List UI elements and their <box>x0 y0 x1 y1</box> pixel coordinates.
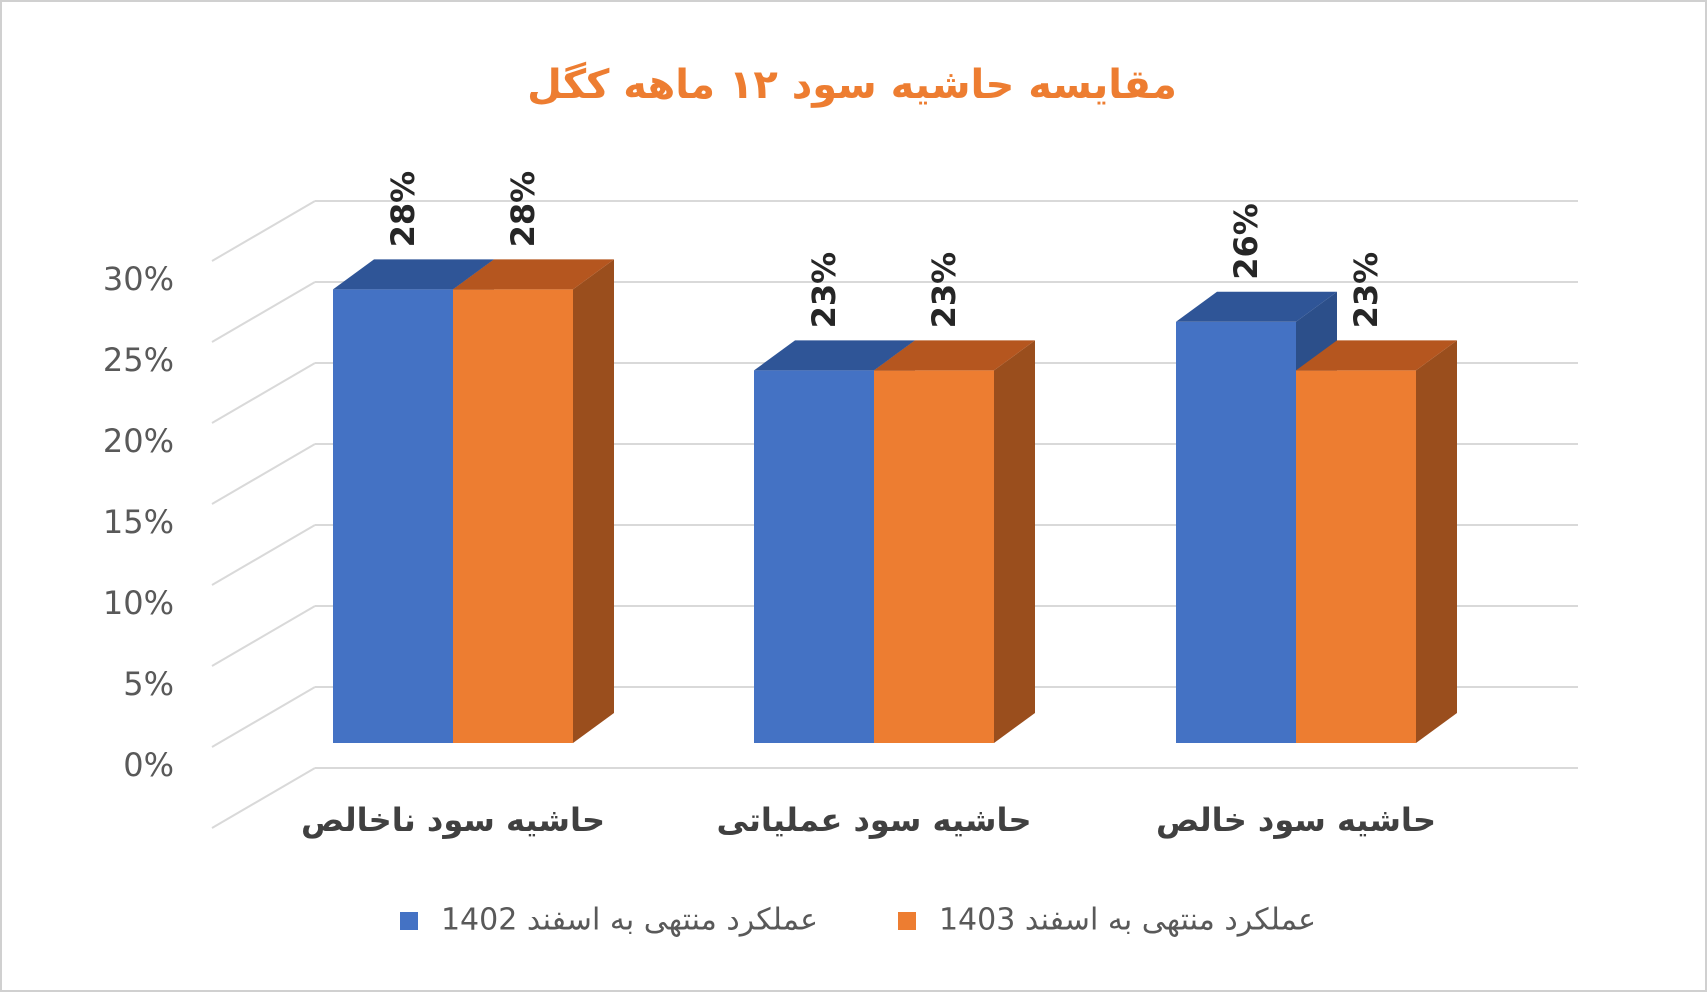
x-tick-label: حاشیه سود خالص <box>1156 801 1436 839</box>
bar-top <box>754 340 915 371</box>
grid-line <box>211 362 316 424</box>
y-tick-label: 30% <box>103 260 174 298</box>
bar-top <box>333 259 494 290</box>
legend-swatch <box>400 912 418 930</box>
grid-line <box>211 767 316 829</box>
bar <box>1296 370 1416 743</box>
bar <box>874 370 994 743</box>
x-tick-label: حاشیه سود عملیاتی <box>716 801 1031 839</box>
y-tick-label: 20% <box>103 422 174 460</box>
bar-top <box>453 259 614 290</box>
bar-top <box>1176 291 1337 322</box>
value-label: 23% <box>1347 252 1385 329</box>
bar-side <box>1416 340 1457 743</box>
legend-label: عملکرد منتهی به اسفند 1402 <box>441 903 818 938</box>
legend-swatch <box>898 912 916 930</box>
bar-side <box>994 340 1035 743</box>
y-tick-label: 0% <box>123 746 174 784</box>
y-tick-label: 25% <box>103 341 174 379</box>
bar <box>754 370 874 743</box>
bar <box>453 289 573 743</box>
grid-line <box>211 686 316 748</box>
value-label: 23% <box>805 252 843 329</box>
value-label: 26% <box>1227 203 1265 280</box>
y-tick-label: 5% <box>123 665 174 703</box>
bar-side <box>573 259 614 743</box>
legend-label: عملکرد منتهی به اسفند 1403 <box>939 903 1316 938</box>
grid-line <box>211 443 316 505</box>
y-tick-label: 10% <box>103 584 174 622</box>
value-label: 28% <box>504 171 542 248</box>
bar <box>1176 321 1296 743</box>
bar-top <box>1296 340 1457 371</box>
x-tick-label: حاشیه سود ناخالص <box>301 801 605 839</box>
bar <box>333 289 453 743</box>
grid-line <box>211 281 316 343</box>
chart-title: مقایسه حاشیه سود ۱۲ ماهه کگل <box>527 61 1177 108</box>
y-tick-label: 15% <box>103 503 174 541</box>
value-label: 28% <box>384 171 422 248</box>
grid-line <box>211 200 316 262</box>
grid-line <box>211 605 316 667</box>
value-label: 23% <box>925 252 963 329</box>
grid-line <box>211 524 316 586</box>
bar-top <box>874 340 1035 371</box>
